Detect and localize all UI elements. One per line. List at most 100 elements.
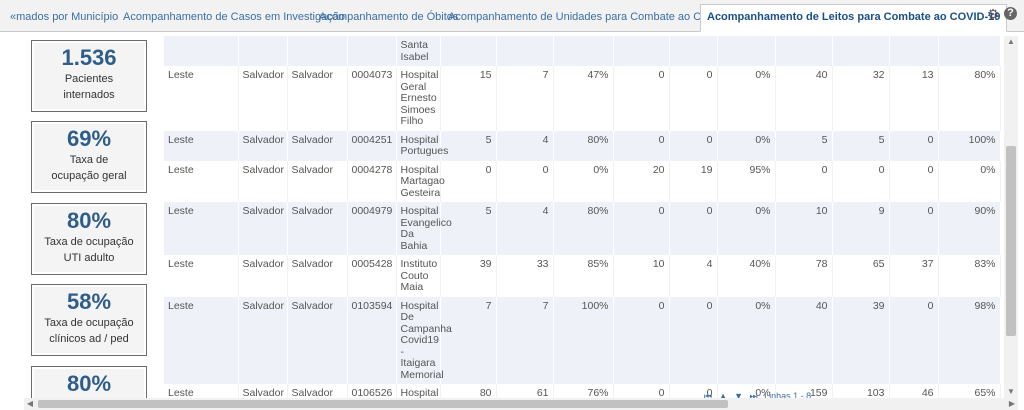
table-cell: 19 xyxy=(669,160,718,202)
tab-unidades[interactable]: Acompanhamento de Unidades para Combate … xyxy=(448,11,744,23)
table-cell: 83% xyxy=(938,255,1001,297)
table-cell: 0 xyxy=(889,130,939,161)
table-cell: 0004278 xyxy=(347,160,397,202)
table-cell: Salvador xyxy=(238,202,288,255)
table-cell xyxy=(938,36,1001,66)
table-cell: Hospital Portugues xyxy=(396,130,448,161)
table-cell: Leste xyxy=(164,296,239,384)
table-cell xyxy=(832,36,890,66)
table-cell: 76% xyxy=(553,384,614,398)
leitos-table-container: Santa Isabel Leste Salvador Salvador 0004073… xyxy=(164,36,1002,398)
horizontal-scroll-thumb[interactable] xyxy=(38,400,728,408)
table-row: Leste Salvador Salvador 0005428 Instituto Co… xyxy=(164,255,1001,297)
table-cell: Leste xyxy=(164,202,239,255)
table-cell xyxy=(775,36,833,66)
table-cell: 0 xyxy=(613,202,670,255)
kpi-value: 80% xyxy=(66,371,112,396)
leitos-table: Santa Isabel Leste Salvador Salvador 0004073… xyxy=(164,36,1001,398)
table-cell: 0 xyxy=(889,296,939,384)
table-cell: 0 xyxy=(832,160,890,202)
last-page-icon[interactable]: ⏭ xyxy=(749,391,758,401)
table-cell: 0 xyxy=(613,384,670,398)
table-cell: 20 xyxy=(613,160,670,202)
table-cell: 0004251 xyxy=(347,130,397,161)
table-cell: 0 xyxy=(496,160,554,202)
table-cell: 0% xyxy=(717,66,776,131)
next-page-icon[interactable]: ▼ xyxy=(734,391,743,401)
vertical-scrollbar[interactable]: ▲ ▼ xyxy=(1004,36,1018,398)
table-cell: 46 xyxy=(889,384,939,398)
table-cell: 80 xyxy=(440,384,497,398)
table-cell: Salvador xyxy=(238,130,288,161)
kpi-label: Taxa de ocupação xyxy=(44,236,134,248)
table-cell: 80% xyxy=(553,130,614,161)
table-cell: 78 xyxy=(775,255,833,297)
kpi-label: UTI adulto xyxy=(63,252,115,264)
tab-casos-investigacao[interactable]: Acompanhamento de Casos em Investigação xyxy=(123,11,345,23)
table-row: Leste Salvador Salvador 0004251 Hospital Por… xyxy=(164,130,1001,161)
table-cell: 4 xyxy=(496,130,554,161)
table-cell: 9 xyxy=(832,202,890,255)
table-cell: Leste xyxy=(164,384,239,398)
table-cell: 0% xyxy=(553,160,614,202)
table-cell: 4 xyxy=(496,202,554,255)
scroll-right-icon[interactable]: ▶ xyxy=(1008,399,1016,408)
scroll-down-icon[interactable]: ▼ xyxy=(1007,387,1015,396)
gear-icon[interactable]: ⚙ xyxy=(986,6,1000,22)
table-cell: 10 xyxy=(613,255,670,297)
table-cell: 90% xyxy=(938,202,1001,255)
table-cell: 0% xyxy=(717,130,776,161)
tab-casos-por-municipio[interactable]: «mados por Município xyxy=(10,11,119,23)
table-cell: 10 xyxy=(775,202,833,255)
table-cell: 0% xyxy=(717,296,776,384)
table-cell: Salvador xyxy=(238,160,288,202)
table-cell: 5 xyxy=(440,130,497,161)
table-cell: Leste xyxy=(164,130,239,161)
tab-leitos[interactable]: Acompanhamento de Leitos para Combate ao… xyxy=(700,4,1008,32)
table-cell: 100% xyxy=(553,296,614,384)
kpi-ocupacao-uti-adulto: 80% Taxa de ocupação UTI adulto xyxy=(31,203,147,275)
table-cell: 0% xyxy=(717,384,776,398)
table-cell: 65 xyxy=(832,255,890,297)
table-cell: 98% xyxy=(938,296,1001,384)
table-cell: 80% xyxy=(938,66,1001,131)
help-icon[interactable]: ? xyxy=(1004,7,1017,20)
table-cell: 5 xyxy=(775,130,833,161)
table-cell: 0% xyxy=(717,202,776,255)
table-cell: 7 xyxy=(496,296,554,384)
table-cell xyxy=(287,36,348,66)
table-cell xyxy=(238,36,288,66)
kpi-pacientes-internados: 1.536 Pacientes internados xyxy=(31,40,147,112)
horizontal-scrollbar[interactable]: ◀ ▶ xyxy=(24,398,1018,410)
table-cell: 0 xyxy=(613,66,670,131)
table-cell: 0 xyxy=(775,160,833,202)
scroll-left-icon[interactable]: ◀ xyxy=(26,399,34,408)
table-cell: Salvador xyxy=(287,66,348,131)
table-cell: Hospital Martagao Gesteira xyxy=(396,160,445,202)
kpi-label: Pacientes xyxy=(64,73,114,85)
vertical-scroll-thumb[interactable] xyxy=(1006,146,1016,336)
table-cell: Salvador xyxy=(238,66,288,131)
table-cell: Hospital Espanhol xyxy=(396,384,441,398)
pager: ⏮ ▲ ▼ ⏭ Linhas 1 - 8 xyxy=(704,391,815,401)
table-cell: 0103594 xyxy=(347,296,397,384)
kpi-label: internados xyxy=(63,89,115,101)
first-page-icon[interactable]: ⏮ xyxy=(704,391,713,401)
table-cell: 7 xyxy=(440,296,497,384)
prev-page-icon[interactable]: ▲ xyxy=(718,391,728,401)
table-row: Leste Salvador Salvador 0103594 Hospital De … xyxy=(164,296,1001,384)
table-cell: 0005428 xyxy=(347,255,397,297)
table-cell: 40% xyxy=(717,255,776,297)
table-cell xyxy=(496,36,554,66)
table-cell xyxy=(613,36,670,66)
kpi-label: Taxa de ocupação xyxy=(44,317,134,329)
table-cell: 5 xyxy=(832,130,890,161)
tab-obitos[interactable]: Acompanhamento de Óbitos xyxy=(319,11,459,23)
table-cell: 32 xyxy=(832,66,890,131)
table-cell: 65% xyxy=(938,384,1001,398)
table-cell: Leste xyxy=(164,160,239,202)
table-cell: 0 xyxy=(669,202,718,255)
table-cell: 13 xyxy=(889,66,939,131)
scroll-up-icon[interactable]: ▲ xyxy=(1007,37,1015,46)
kpi-value: 1.536 xyxy=(61,45,117,70)
